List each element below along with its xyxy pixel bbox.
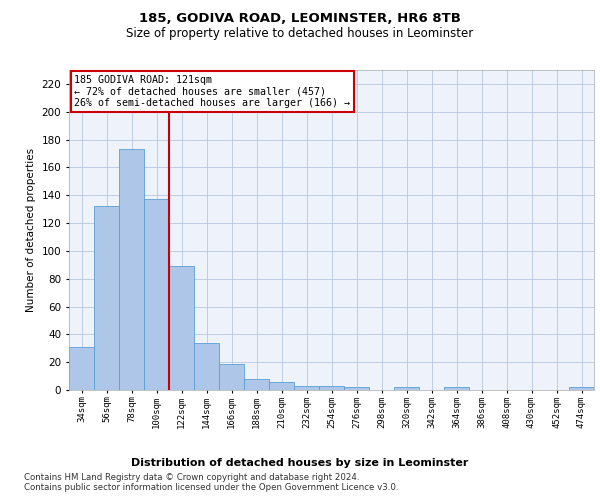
- Bar: [119, 150, 144, 390]
- Bar: [194, 342, 219, 390]
- Bar: [269, 382, 294, 390]
- Text: Size of property relative to detached houses in Leominster: Size of property relative to detached ho…: [127, 28, 473, 40]
- Bar: [169, 266, 194, 390]
- Bar: [69, 347, 94, 390]
- Bar: [294, 386, 319, 390]
- Y-axis label: Number of detached properties: Number of detached properties: [26, 148, 36, 312]
- Bar: [344, 387, 369, 390]
- Bar: [444, 387, 469, 390]
- Bar: [569, 387, 594, 390]
- Bar: [94, 206, 119, 390]
- Text: Contains HM Land Registry data © Crown copyright and database right 2024.
Contai: Contains HM Land Registry data © Crown c…: [24, 472, 398, 492]
- Bar: [319, 386, 344, 390]
- Text: Distribution of detached houses by size in Leominster: Distribution of detached houses by size …: [131, 458, 469, 468]
- Bar: [394, 387, 419, 390]
- Text: 185 GODIVA ROAD: 121sqm
← 72% of detached houses are smaller (457)
26% of semi-d: 185 GODIVA ROAD: 121sqm ← 72% of detache…: [74, 75, 350, 108]
- Bar: [244, 379, 269, 390]
- Bar: [144, 200, 169, 390]
- Bar: [219, 364, 244, 390]
- Text: 185, GODIVA ROAD, LEOMINSTER, HR6 8TB: 185, GODIVA ROAD, LEOMINSTER, HR6 8TB: [139, 12, 461, 26]
